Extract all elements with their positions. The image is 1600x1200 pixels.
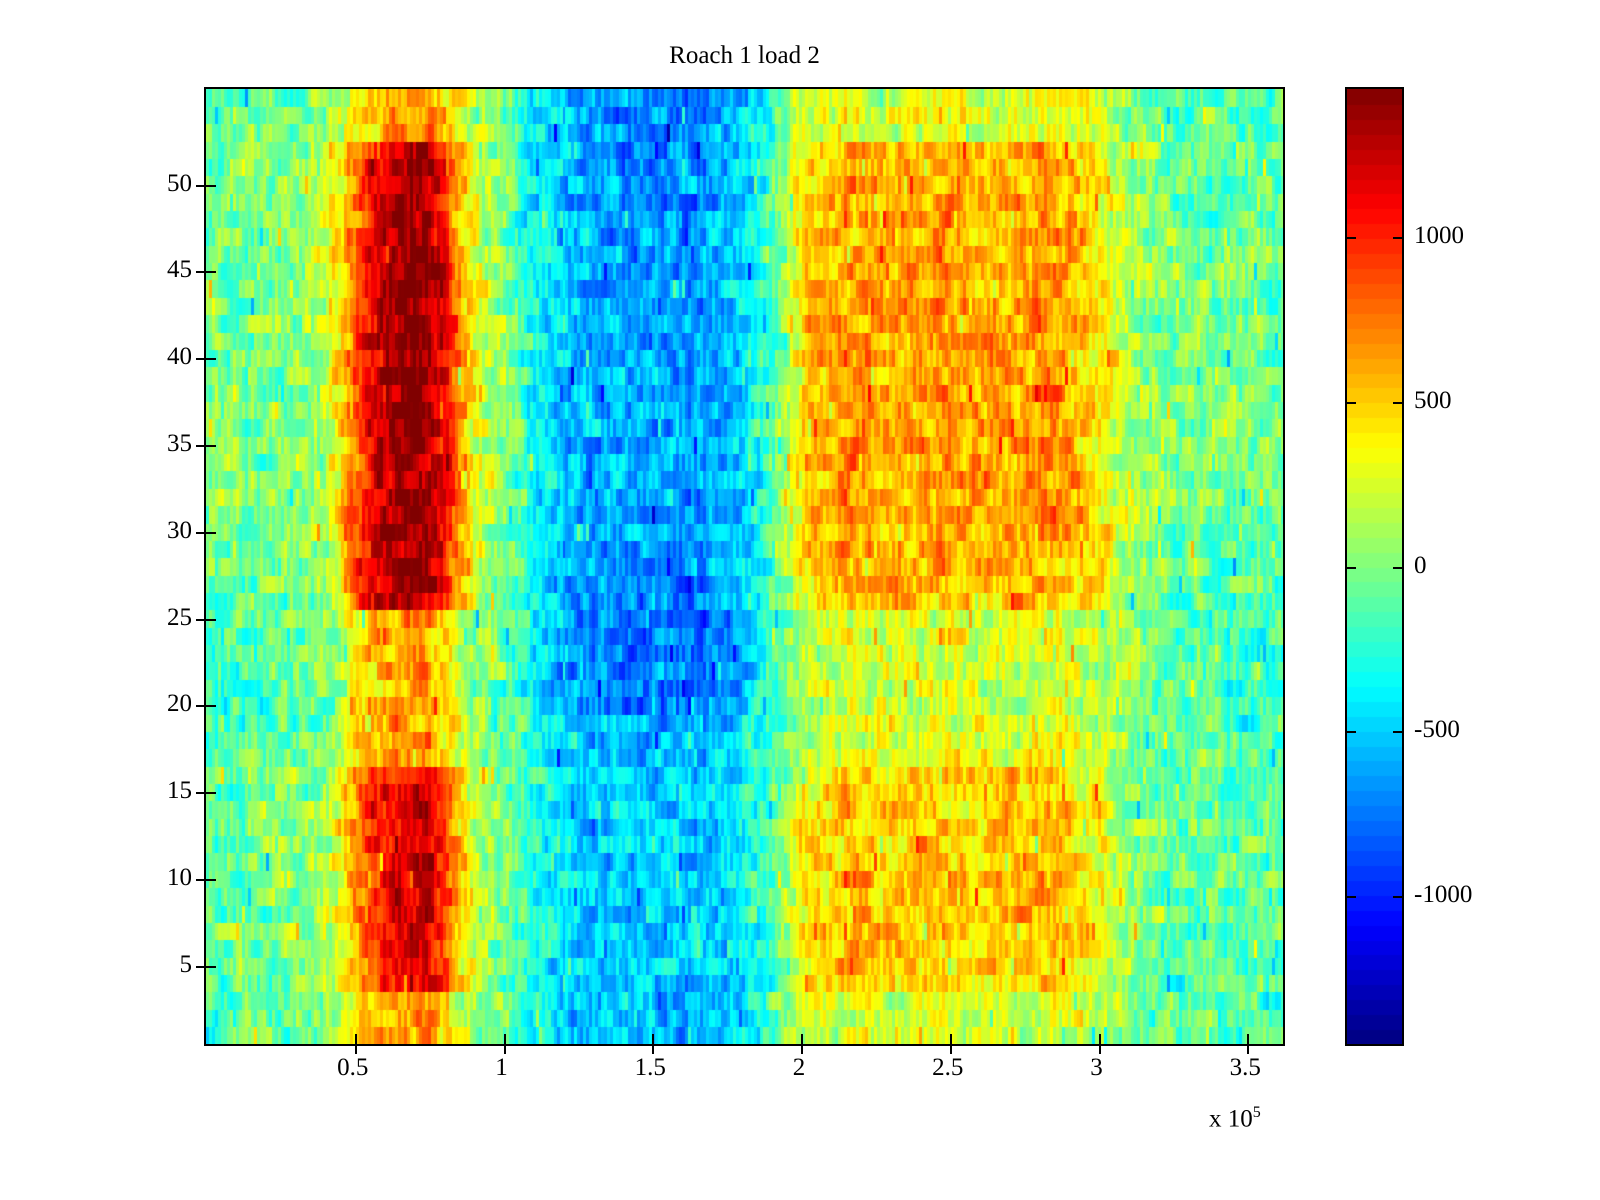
x-exponent-power: 5: [1252, 1104, 1261, 1121]
y-tick-mark-inner: [206, 184, 216, 187]
y-tick-label: 10: [167, 864, 192, 892]
x-tick-mark: [949, 1044, 952, 1054]
y-tick-mark-inner: [206, 618, 216, 621]
x-tick-label: 3.5: [1229, 1054, 1261, 1081]
x-exponent-base: x 10: [1209, 1105, 1253, 1133]
x-tick-label: 2.5: [932, 1054, 964, 1081]
colorbar-tick-mark: [1347, 895, 1356, 898]
x-tick-mark: [801, 1044, 804, 1054]
x-tick-mark: [1247, 1044, 1250, 1054]
y-tick-mark: [196, 271, 206, 274]
x-tick-mark-inner: [1247, 1034, 1250, 1044]
y-tick-mark-inner: [206, 444, 216, 447]
x-tick-mark: [354, 1044, 357, 1054]
y-tick-mark: [196, 444, 206, 447]
y-tick-label: 15: [167, 777, 192, 805]
y-tick-label: 30: [167, 516, 192, 544]
colorbar-tick-label: -1000: [1414, 880, 1473, 908]
y-tick-label: 25: [167, 603, 192, 631]
colorbar-tick-label: 1000: [1414, 222, 1464, 250]
colorbar-tick-label: -500: [1414, 716, 1460, 744]
y-tick-mark: [196, 184, 206, 187]
y-tick-mark: [196, 705, 206, 708]
y-tick-mark: [196, 358, 206, 361]
y-tick-mark-inner: [206, 358, 216, 361]
y-tick-mark-inner: [206, 879, 216, 882]
x-axis-exponent-label: x 105: [1209, 1104, 1261, 1133]
colorbar-tick-mark: [1393, 237, 1402, 240]
x-tick-mark: [652, 1044, 655, 1054]
x-tick-mark-inner: [503, 1034, 506, 1044]
colorbar-tick-mark: [1393, 731, 1402, 734]
x-tick-label: 3: [1090, 1054, 1103, 1081]
y-tick-label: 40: [167, 343, 192, 371]
y-tick-label: 5: [179, 950, 193, 978]
x-tick-mark-inner: [801, 1034, 804, 1044]
heatmap-axes: [196, 87, 1285, 1054]
colorbar-tick-mark: [1347, 566, 1356, 569]
colorbar-tick-mark: [1347, 237, 1356, 240]
colorbar-tick-mark: [1393, 401, 1402, 404]
colorbar-tick-mark: [1347, 731, 1356, 734]
y-tick-mark: [196, 792, 206, 795]
y-tick-mark-inner: [206, 792, 216, 795]
colorbar-tick-mark: [1347, 401, 1356, 404]
colorbar-tick-mark: [1393, 895, 1402, 898]
x-tick-label: 1.5: [634, 1054, 666, 1081]
x-tick-label: 2: [792, 1054, 806, 1081]
y-tick-label: 45: [167, 256, 192, 284]
colorbar-tick-label: 500: [1414, 386, 1452, 414]
x-tick-label: 0.5: [337, 1054, 369, 1081]
colorbar: [1345, 87, 1404, 1046]
page-title: Roach 1 load 2: [669, 42, 820, 69]
x-tick-mark-inner: [354, 1034, 357, 1044]
x-tick-mark: [1098, 1044, 1101, 1054]
y-tick-mark-inner: [206, 271, 216, 274]
y-tick-mark: [196, 531, 206, 534]
x-tick-mark-inner: [949, 1034, 952, 1044]
y-tick-mark: [196, 618, 206, 621]
colorbar-tick-mark: [1393, 566, 1402, 569]
y-tick-mark-inner: [206, 531, 216, 534]
x-tick-mark: [503, 1044, 506, 1054]
colorbar-tick-label: 0: [1414, 551, 1427, 579]
y-tick-label: 35: [167, 429, 192, 457]
y-tick-mark: [196, 965, 206, 968]
heatmap-image: [206, 89, 1283, 1044]
y-tick-mark: [196, 879, 206, 882]
y-tick-mark-inner: [206, 705, 216, 708]
x-tick-mark-inner: [652, 1034, 655, 1044]
colorbar-gradient: [1347, 89, 1402, 1044]
y-tick-label: 20: [167, 690, 192, 718]
x-tick-mark-inner: [1098, 1034, 1101, 1044]
y-tick-label: 50: [167, 169, 192, 197]
x-tick-label: 1: [495, 1054, 508, 1081]
y-tick-mark-inner: [206, 965, 216, 968]
